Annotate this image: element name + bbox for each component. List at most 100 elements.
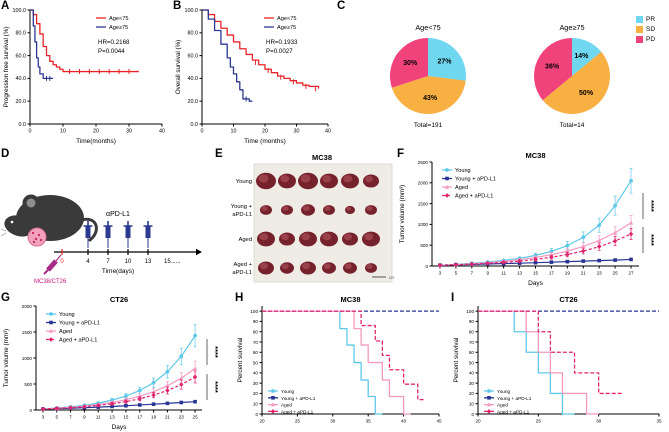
svg-text:90: 90	[253, 319, 259, 324]
svg-text:1500: 1500	[418, 201, 429, 206]
panel-h: H 20 25 30 35 40 45 0 10 20 30 40 50 60 70 80 90 100 Perc…	[234, 292, 449, 432]
svg-text:10: 10	[231, 129, 237, 135]
svg-text:70: 70	[469, 340, 475, 345]
mc38-growth-chart: 3 5 7 9 11 13 15 17 19 21 23 25 27 0 500 1000 1500 2000 25…	[399, 151, 656, 287]
svg-text:3: 3	[439, 271, 442, 276]
svg-text:****: ****	[647, 200, 656, 212]
svg-text:Age<75: Age<75	[109, 16, 128, 22]
panel-g-label: G	[1, 292, 10, 304]
svg-text:1000: 1000	[418, 222, 429, 227]
svg-text:21: 21	[165, 415, 171, 420]
ct26-growth-chart: 3 5 7 9 11 13 15 17 19 21 23 25 0 500 1000 1500 2000 Days…	[3, 295, 220, 431]
svg-text:11: 11	[501, 271, 506, 276]
svg-text:Time (months): Time (months)	[244, 138, 286, 145]
svg-text:0: 0	[60, 259, 64, 265]
svg-text:7: 7	[471, 271, 474, 276]
svg-text:100.0: 100.0	[185, 8, 199, 14]
svg-text:10: 10	[125, 259, 132, 265]
svg-text:Aged +: Aged +	[233, 262, 252, 268]
svg-text:40.0: 40.0	[188, 76, 199, 82]
svg-text:1000: 1000	[22, 356, 33, 361]
svg-text:100: 100	[250, 309, 258, 314]
svg-text:20: 20	[469, 391, 475, 396]
svg-text:500: 500	[24, 382, 32, 387]
svg-text:0: 0	[471, 412, 474, 417]
svg-text:P=0.0027: P=0.0027	[266, 48, 293, 55]
svg-text:45: 45	[436, 419, 442, 424]
svg-text:15......: 15......	[164, 259, 181, 265]
svg-text:2000: 2000	[22, 304, 33, 309]
svg-text:20: 20	[475, 419, 481, 424]
svg-text:****: ****	[647, 234, 656, 246]
svg-text:30: 30	[294, 129, 300, 135]
svg-text:Tumor volume (mm³): Tumor volume (mm³)	[399, 185, 406, 244]
svg-text:40: 40	[401, 419, 407, 424]
svg-text:43%: 43%	[423, 95, 438, 102]
svg-text:15: 15	[123, 415, 129, 420]
svg-text:20: 20	[259, 419, 265, 424]
svg-text:Aged + aPD-L1: Aged + aPD-L1	[455, 194, 493, 200]
svg-text:25: 25	[295, 419, 301, 424]
svg-text:Overall survival (%): Overall survival (%)	[175, 40, 182, 95]
svg-text:MC38: MC38	[340, 295, 360, 304]
svg-text:0: 0	[29, 408, 32, 413]
svg-text:P=0.0044: P=0.0044	[98, 48, 125, 55]
svg-text:14%: 14%	[574, 53, 589, 60]
svg-text:Aged + aPD-L1: Aged + aPD-L1	[497, 409, 530, 414]
svg-text:Young + aPD-L1: Young + aPD-L1	[59, 321, 100, 327]
svg-text:19: 19	[565, 271, 571, 276]
svg-text:HR=0.2168: HR=0.2168	[98, 39, 130, 46]
panel-c: C 27% 43% 30% Age<75 Total=191 14% 50% 36% Age≥…	[336, 0, 669, 146]
svg-text:35: 35	[656, 419, 662, 424]
panel-g: G 3 5 7 9 11 13 15 17 19 21 23 25 0 500 1000 1500 2000 Da…	[0, 292, 232, 432]
svg-text:19: 19	[151, 415, 157, 420]
svg-text:40: 40	[159, 129, 165, 135]
svg-text:10: 10	[60, 129, 66, 135]
svg-text:Aged + aPD-L1: Aged + aPD-L1	[281, 409, 314, 414]
svg-text:9: 9	[486, 271, 489, 276]
svg-text:Days: Days	[112, 424, 128, 431]
svg-text:Young + aPD-L1: Young + aPD-L1	[281, 396, 316, 401]
svg-text:36%: 36%	[545, 64, 560, 71]
pie-age-ge75: 14% 50% 36% Age≥75 Total=14	[534, 23, 610, 129]
svg-text:0: 0	[425, 264, 428, 269]
svg-text:21: 21	[581, 271, 587, 276]
treatment-schema-diagram: 0 4 7 10 13 15...... αPD-L1 Time(days) MC38/CT26	[0, 194, 202, 285]
svg-text:80.0: 80.0	[16, 31, 27, 37]
svg-text:10: 10	[469, 402, 475, 407]
svg-text:23: 23	[179, 415, 185, 420]
svg-text:0.0: 0.0	[19, 122, 27, 128]
sd-swatch	[636, 26, 643, 33]
svg-text:27%: 27%	[438, 58, 453, 65]
panel-f-label: F	[397, 148, 405, 160]
svg-text:30%: 30%	[403, 60, 418, 67]
svg-text:2500: 2500	[418, 160, 429, 165]
svg-text:20.0: 20.0	[16, 99, 27, 105]
panel-c-label: C	[337, 0, 346, 12]
panel-e-label: E	[215, 148, 223, 160]
svg-text:30: 30	[330, 419, 336, 424]
svg-text:11: 11	[96, 415, 101, 420]
svg-text:Days: Days	[528, 280, 544, 287]
svg-text:25: 25	[193, 415, 199, 420]
svg-text:50: 50	[253, 360, 259, 365]
svg-text:60.0: 60.0	[16, 53, 27, 59]
svg-text:MC38/CT26: MC38/CT26	[34, 279, 67, 285]
svg-text:Aged: Aged	[281, 403, 292, 408]
svg-text:3: 3	[42, 415, 45, 420]
svg-text:Age≥75: Age≥75	[559, 23, 584, 32]
svg-text:10: 10	[253, 402, 259, 407]
svg-text:Progression free survival (%): Progression free survival (%)	[3, 27, 10, 108]
svg-text:Age<75: Age<75	[415, 23, 440, 32]
svg-text:0: 0	[29, 129, 32, 135]
svg-text:Tumor volume (mm³): Tumor volume (mm³)	[3, 329, 10, 388]
panel-h-label: H	[235, 292, 244, 304]
svg-text:20: 20	[253, 391, 259, 396]
panel-i: I 20 25 30 35 0 10 20 30 40 50 60 70 80 90 100 Percent …	[450, 292, 669, 432]
svg-text:Aged: Aged	[238, 237, 252, 243]
svg-text:Percent survival: Percent survival	[453, 338, 460, 383]
svg-text:15: 15	[533, 271, 539, 276]
pd-swatch	[636, 36, 643, 43]
svg-text:Time(days): Time(days)	[102, 268, 134, 275]
svg-text:2000: 2000	[418, 181, 429, 186]
